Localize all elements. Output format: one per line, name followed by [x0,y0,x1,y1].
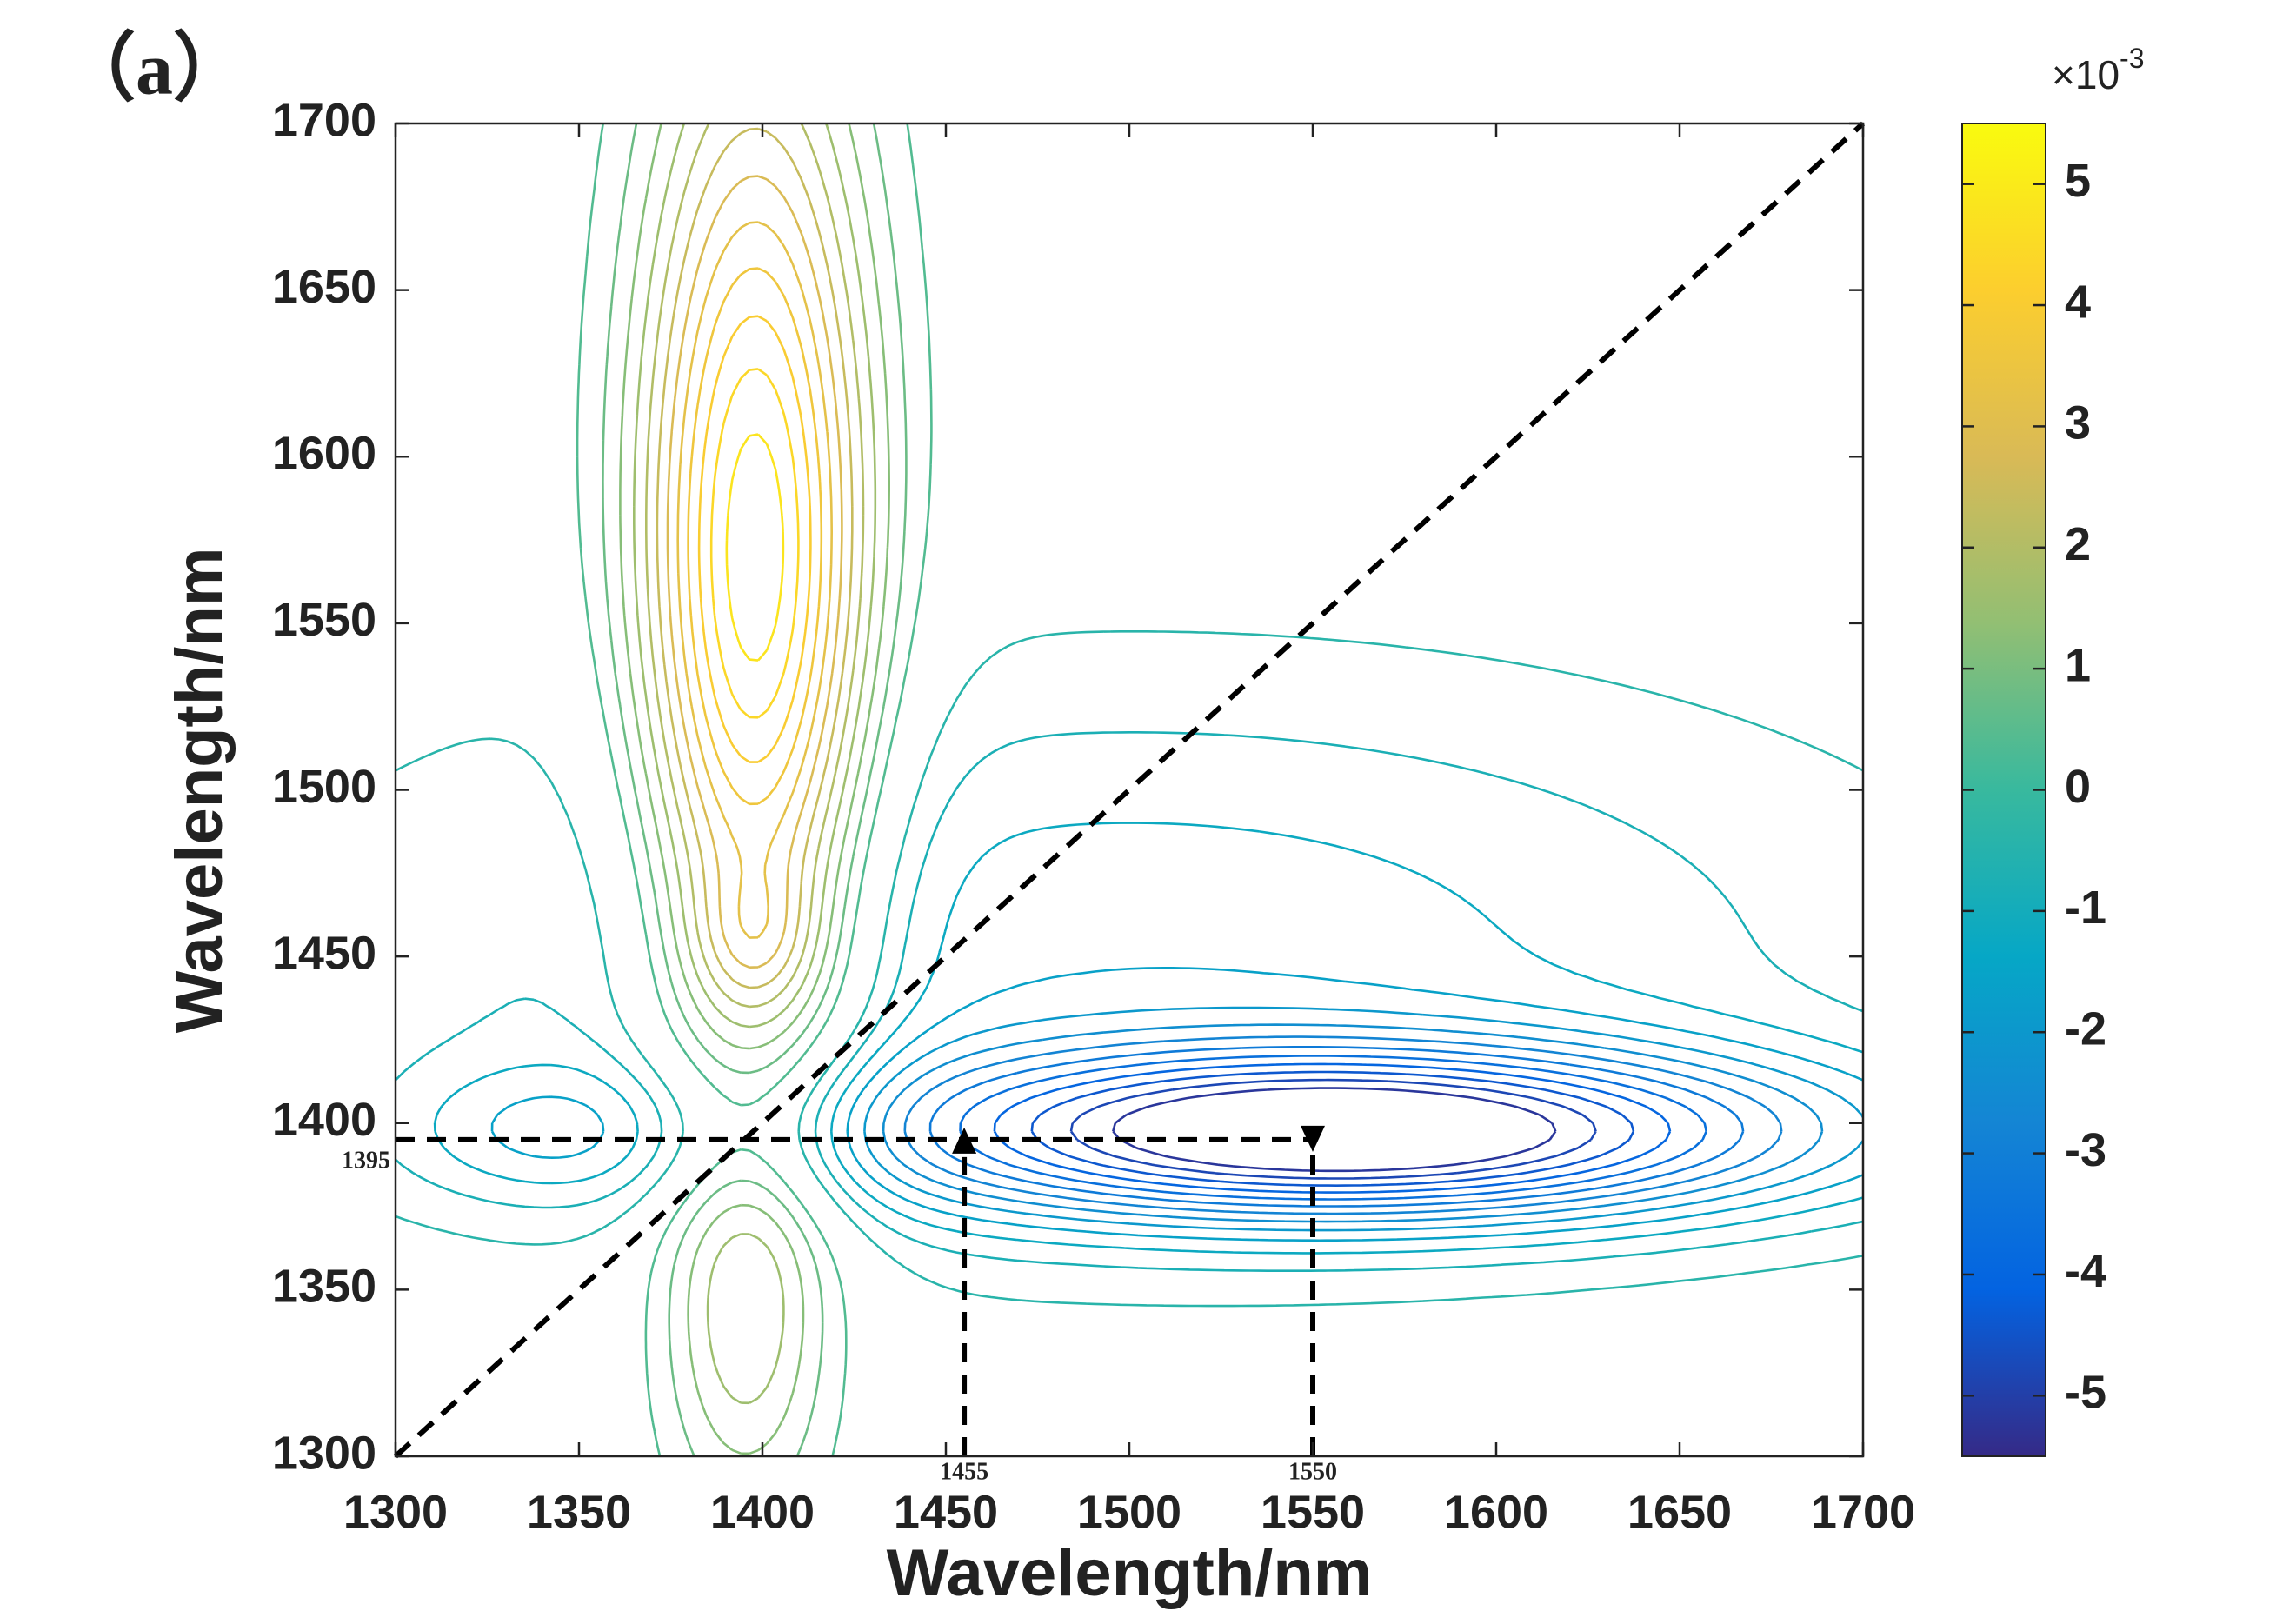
colorbar-tick-label: 5 [2065,155,2091,207]
y-tick-label: 1400 [272,1094,376,1146]
colorbar-tick-label: 0 [2065,761,2091,813]
x-tick-label: 1550 [1261,1486,1365,1538]
contour-line [725,433,785,662]
contour-line [993,1062,1672,1194]
contour-line [576,123,933,1456]
diagonal [393,121,1866,1459]
colorbar-tick-label: -2 [2065,1002,2106,1055]
x-tick-label: 1700 [1811,1486,1915,1538]
contour-line [687,267,823,806]
x-tick-label: 1650 [1627,1486,1732,1538]
colorbar-tick-label: -1 [2065,882,2106,934]
x-tick-label: 1400 [710,1486,815,1538]
contour-line [656,127,854,989]
contour-line [697,315,812,763]
x-tick-label: 1600 [1444,1486,1548,1538]
contour-line [863,1006,1863,1232]
colorbar-tick-label: 1 [2065,639,2091,691]
y-tick-label: 1600 [272,428,376,480]
contour-line [709,368,800,719]
contour-line [666,175,843,969]
colorbar-exponent: ×10-3 [2052,43,2144,97]
y-tick-label: 1650 [272,261,376,313]
contour-set [396,123,1863,1456]
contour-line [676,221,833,939]
y-tick-label: 1350 [272,1261,376,1313]
guide-arrow [1301,1125,1325,1152]
x-tick-label: 1500 [1077,1486,1181,1538]
contour-line [396,630,1863,1308]
colorbar-tick-label: -5 [2065,1367,2106,1419]
exponent-power: -3 [2120,43,2144,74]
contour-line [619,123,890,1455]
guide-label: 1550 [1288,1458,1337,1485]
contour-line [1030,1070,1635,1187]
contour-line [1069,1078,1597,1180]
x-axis-label: Wavelength/nm [887,1536,1373,1610]
guide-label: 1395 [342,1147,390,1174]
contour-line [645,123,865,1009]
contour-line [633,123,877,1405]
colorbar-tick-label: -3 [2065,1124,2106,1176]
contour-line [959,1055,1707,1201]
colorbar-tick-label: 2 [2065,518,2091,570]
contour-line [928,1046,1745,1208]
guide-arrow [952,1127,977,1154]
y-axis-label: Wavelength/nm [163,548,236,1034]
guide-label: 1455 [940,1458,988,1485]
colorbar-tick-label: -4 [2065,1245,2106,1297]
x-tick-label: 1350 [527,1486,631,1538]
contour-line [882,1023,1824,1223]
colorbar-tick-label: 3 [2065,397,2091,449]
contour-line [903,1035,1783,1215]
contour-line [490,967,1863,1242]
x-tick-label: 1300 [343,1486,448,1538]
contour-line [396,731,1863,1272]
y-tick-label: 1500 [272,761,376,813]
contour-line [433,822,1863,1255]
panel-label: （a） [61,27,248,110]
y-tick-label: 1450 [272,927,376,979]
exponent-base: ×10 [2052,52,2120,97]
y-tick-label: 1550 [272,594,376,646]
y-tick-label: 1300 [272,1427,376,1479]
overlay: 1395 1455 1550 [342,121,1866,1485]
contour-line [1112,1087,1557,1173]
y-tick-label: 1700 [272,94,376,146]
colorbar [1961,123,2046,1457]
colorbar-tick-label: 4 [2065,276,2091,328]
contour-line [602,123,908,1456]
x-tick-label: 1450 [894,1486,998,1538]
